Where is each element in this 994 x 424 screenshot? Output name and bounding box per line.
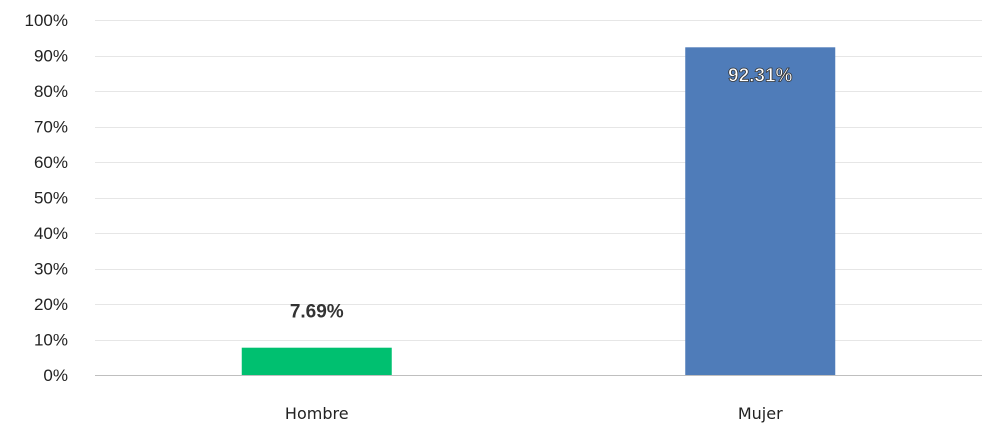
bars [241, 47, 836, 375]
y-tick-label: 50% [34, 189, 68, 208]
y-tick-label: 80% [34, 82, 68, 101]
category-label-hombre: Hombre [285, 404, 349, 423]
y-tick-label: 90% [34, 47, 68, 66]
y-tick-label: 60% [34, 153, 68, 172]
y-tick-label: 100% [25, 11, 68, 30]
y-tick-label: 70% [34, 118, 68, 137]
x-axis-category-labels: Hombre Mujer [285, 404, 783, 423]
data-labels: 7.69% 92.31% [290, 65, 793, 323]
y-tick-label: 20% [34, 295, 68, 314]
data-label-hombre: 7.69% [290, 302, 344, 323]
bar-mujer [685, 47, 836, 375]
y-tick-label: 10% [34, 331, 68, 350]
y-tick-label: 30% [34, 260, 68, 279]
y-axis-tick-labels: 0% 10% 20% 30% 40% 50% 60% 70% 80% 90% 100% [25, 11, 68, 385]
bar-hombre [241, 347, 392, 375]
data-label-mujer: 92.31% [728, 65, 793, 86]
y-tick-label: 0% [43, 366, 68, 385]
category-label-mujer: Mujer [738, 404, 783, 423]
gridlines [95, 20, 982, 341]
y-tick-label: 40% [34, 224, 68, 243]
